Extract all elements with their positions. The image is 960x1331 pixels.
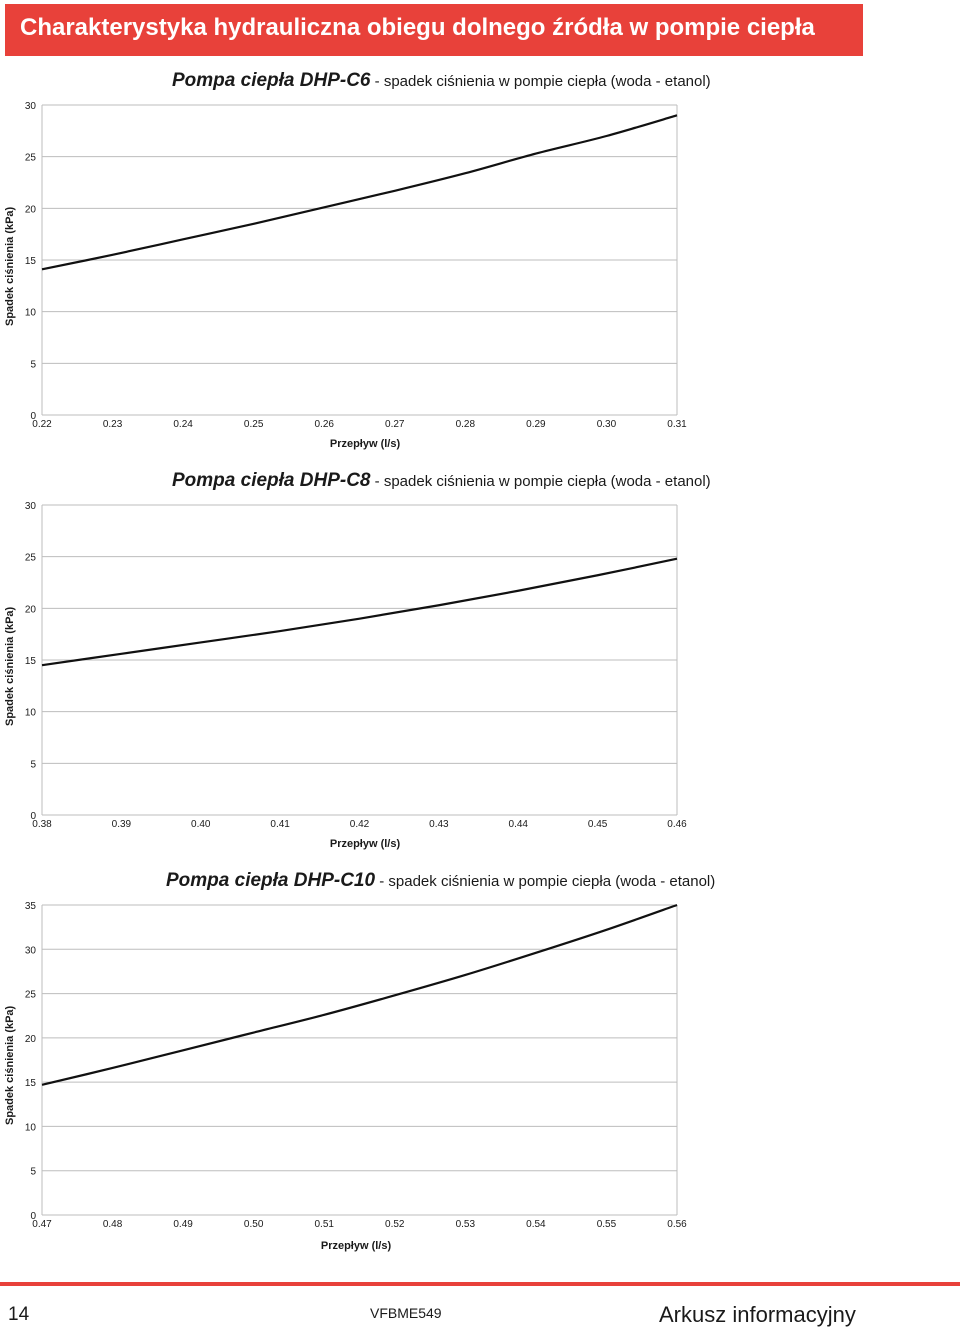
y-tick-label: 10 bbox=[25, 708, 37, 719]
x-tick-label: 0.52 bbox=[385, 1219, 405, 1230]
chart-dhp-c8: Pompa ciepła DHP-C8 - spadek ciśnienia w… bbox=[0, 460, 960, 860]
chart-title: Pompa ciepła DHP-C6 - spadek ciśnienia w… bbox=[172, 70, 711, 92]
x-tick-label: 0.47 bbox=[32, 1219, 52, 1230]
x-tick-label: 0.26 bbox=[314, 419, 334, 430]
x-tick-label: 0.24 bbox=[173, 419, 193, 430]
chart-title-model: Pompa ciepła DHP-C10 bbox=[166, 870, 376, 891]
plot-area: 0 5 10 15 20 25 30 0.22 0.23 0.24 0.25 0.26 0.27 0.28… bbox=[25, 101, 687, 430]
chart-title-rest: - spadek ciśnienia w pompie ciepła (woda… bbox=[370, 73, 711, 90]
x-tick-label: 0.40 bbox=[191, 819, 211, 830]
y-tick-label: 30 bbox=[25, 501, 37, 512]
page-header-bar: Charakterystyka hydrauliczna obiegu doln… bbox=[5, 4, 863, 56]
x-axis-label: Przepływ (l/s) bbox=[329, 438, 401, 450]
x-tick-label: 0.48 bbox=[103, 1219, 123, 1230]
y-tick-label: 25 bbox=[25, 153, 37, 164]
document-code: VFBME549 bbox=[370, 1305, 442, 1321]
y-tick-label: 15 bbox=[25, 256, 37, 267]
page-number: 14 bbox=[8, 1304, 30, 1325]
y-tick-label: 5 bbox=[30, 359, 36, 370]
x-tick-label: 0.54 bbox=[526, 1219, 546, 1230]
chart-title: Pompa ciepła DHP-C10 - spadek ciśnienia … bbox=[166, 870, 715, 892]
y-tick-label: 20 bbox=[25, 604, 37, 615]
x-tick-label: 0.29 bbox=[526, 419, 546, 430]
x-tick-label: 0.49 bbox=[173, 1219, 193, 1230]
x-tick-label: 0.51 bbox=[314, 1219, 334, 1230]
x-tick-label: 0.53 bbox=[456, 1219, 476, 1230]
x-tick-label: 0.45 bbox=[588, 819, 608, 830]
y-tick-label: 15 bbox=[25, 1078, 37, 1089]
x-tick-label: 0.43 bbox=[429, 819, 449, 830]
x-tick-label: 0.41 bbox=[270, 819, 290, 830]
y-tick-label: 10 bbox=[25, 1122, 37, 1133]
plot-area: 0 5 10 15 20 25 30 0.38 0.39 0.40 0.41 0.42 0.43 0.44… bbox=[25, 501, 687, 830]
y-tick-label: 35 bbox=[25, 901, 37, 912]
y-tick-label: 5 bbox=[30, 1167, 36, 1178]
x-tick-label: 0.42 bbox=[350, 819, 370, 830]
plot-area: 0 5 10 15 20 25 30 35 0.47 0.48 0.49 0.50 0.51 0.52 0.… bbox=[25, 901, 687, 1230]
x-tick-label: 0.56 bbox=[667, 1219, 687, 1230]
chart-title: Pompa ciepła DHP-C8 - spadek ciśnienia w… bbox=[172, 470, 711, 492]
chart-title-model: Pompa ciepła DHP-C8 bbox=[172, 470, 371, 491]
series-line bbox=[41, 557, 678, 667]
y-tick-label: 25 bbox=[25, 553, 37, 564]
y-tick-label: 10 bbox=[25, 308, 37, 319]
chart-dhp-c6: Pompa ciepła DHP-C6 - spadek ciśnienia w… bbox=[0, 60, 960, 460]
x-tick-label: 0.55 bbox=[597, 1219, 617, 1230]
x-tick-label: 0.25 bbox=[244, 419, 264, 430]
x-tick-label: 0.22 bbox=[32, 419, 52, 430]
x-tick-label: 0.28 bbox=[456, 419, 476, 430]
series-line bbox=[41, 114, 678, 271]
footer-divider bbox=[0, 1282, 960, 1286]
x-tick-label: 0.50 bbox=[244, 1219, 264, 1230]
x-axis-label: Przepływ (l/s) bbox=[320, 1240, 392, 1252]
x-tick-label: 0.27 bbox=[385, 419, 405, 430]
y-tick-label: 20 bbox=[25, 204, 37, 215]
y-tick-label: 0 bbox=[30, 411, 36, 422]
chart-title-rest: - spadek ciśnienia w pompie ciepła (woda… bbox=[370, 473, 711, 490]
y-tick-label: 0 bbox=[30, 811, 36, 822]
x-axis-label: Przepływ (l/s) bbox=[329, 838, 401, 850]
page-title: Charakterystyka hydrauliczna obiegu doln… bbox=[20, 14, 815, 41]
document-type: Arkusz informacyjny bbox=[659, 1302, 856, 1327]
y-tick-label: 30 bbox=[25, 101, 37, 112]
x-tick-label: 0.39 bbox=[112, 819, 132, 830]
series-line bbox=[41, 903, 678, 1086]
y-tick-label: 0 bbox=[30, 1211, 36, 1222]
x-tick-label: 0.31 bbox=[667, 419, 687, 430]
chart-title-model: Pompa ciepła DHP-C6 bbox=[172, 70, 371, 91]
x-tick-label: 0.46 bbox=[667, 819, 687, 830]
y-tick-label: 30 bbox=[25, 945, 37, 956]
x-tick-label: 0.30 bbox=[597, 419, 617, 430]
y-tick-label: 20 bbox=[25, 1034, 37, 1045]
y-tick-label: 25 bbox=[25, 990, 37, 1001]
y-tick-label: 5 bbox=[30, 759, 36, 770]
chart-title-rest: - spadek ciśnienia w pompie ciepła (woda… bbox=[375, 873, 716, 890]
chart-dhp-c10: Pompa ciepła DHP-C10 - spadek ciśnienia … bbox=[0, 860, 960, 1270]
y-tick-label: 15 bbox=[25, 656, 37, 667]
x-tick-label: 0.23 bbox=[103, 419, 123, 430]
x-tick-label: 0.38 bbox=[32, 819, 52, 830]
x-tick-label: 0.44 bbox=[509, 819, 529, 830]
